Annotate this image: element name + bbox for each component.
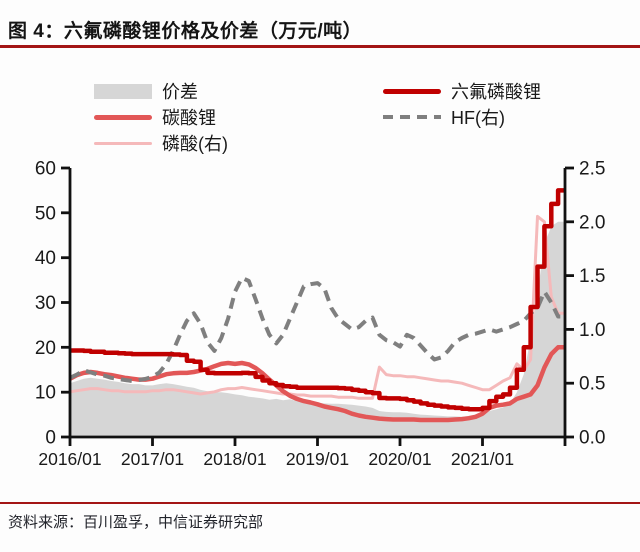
- svg-text:2017/01: 2017/01: [121, 449, 184, 469]
- figure-title: 图 4：六氟磷酸锂价格及价差（万元/吨）: [8, 21, 363, 42]
- svg-text:2.5: 2.5: [579, 159, 605, 180]
- legend-label: 六氟磷酸锂: [451, 82, 541, 102]
- legend-item-lipf6: 六氟磷酸锂: [383, 78, 541, 104]
- legend-label: 碳酸锂: [162, 108, 216, 128]
- legend-label: HF(右): [451, 108, 505, 128]
- legend-label: 磷酸(右): [162, 134, 228, 154]
- svg-text:60: 60: [35, 159, 56, 180]
- phosphoric-acid-line-swatch: [94, 141, 152, 145]
- source-divider-rule: [0, 502, 640, 504]
- svg-text:1.5: 1.5: [579, 266, 605, 287]
- svg-text:2019/01: 2019/01: [286, 449, 349, 469]
- hf-dashed-line-swatch: [383, 115, 441, 119]
- title-divider-rule: [0, 45, 640, 48]
- chart-legend: 价差 碳酸锂 磷酸(右) 六氟磷酸锂 HF(右): [0, 78, 640, 154]
- legend-column-right: 六氟磷酸锂 HF(右): [383, 78, 541, 130]
- svg-text:2.0: 2.0: [579, 212, 605, 233]
- svg-text:2021/01: 2021/01: [451, 449, 514, 469]
- svg-text:1.0: 1.0: [579, 320, 605, 341]
- svg-text:20: 20: [35, 338, 56, 359]
- price-spread-chart: 0 10 20 30 40 50 60 0.0 0.5 1.0 1.5 2.0 2.5 2016/01 20…: [35, 159, 606, 470]
- legend-label: 价差: [162, 82, 198, 102]
- spread-area-swatch: [94, 83, 152, 99]
- svg-text:2016/01: 2016/01: [38, 449, 101, 469]
- svg-text:30: 30: [35, 293, 56, 314]
- legend-item-lithium-carbonate: 碳酸锂: [94, 104, 228, 130]
- lithium-carbonate-line-swatch: [94, 114, 152, 120]
- svg-text:10: 10: [35, 383, 56, 404]
- source-text: 资料来源：百川盈孚，中信证券研究部: [8, 514, 264, 531]
- svg-text:0.5: 0.5: [579, 374, 605, 395]
- lipf6-line-swatch: [383, 88, 441, 94]
- svg-text:0.0: 0.0: [579, 428, 605, 449]
- svg-text:50: 50: [35, 203, 56, 224]
- legend-item-spread: 价差: [94, 78, 228, 104]
- svg-text:40: 40: [35, 248, 56, 269]
- legend-column-left: 价差 碳酸锂 磷酸(右): [94, 78, 228, 156]
- svg-text:2020/01: 2020/01: [368, 449, 431, 469]
- legend-item-hf: HF(右): [383, 104, 541, 130]
- svg-text:0: 0: [45, 428, 56, 449]
- svg-text:2018/01: 2018/01: [203, 449, 266, 469]
- legend-item-phosphoric-acid: 磷酸(右): [94, 130, 228, 156]
